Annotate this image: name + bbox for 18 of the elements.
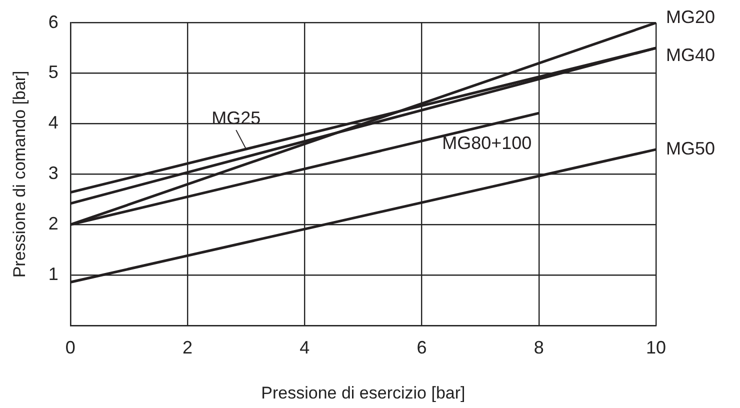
y-axis-title: Pressione di comando [bar] [10,70,29,278]
y-tick-label: 4 [48,112,58,133]
x-tick-label: 10 [646,338,666,358]
x-tick-label: 4 [300,338,310,358]
y-tick-label: 2 [48,214,58,234]
y-tick-label: 3 [48,163,58,184]
x-tick-label: 6 [416,338,427,358]
series-label: MG40 [666,45,716,65]
x-tick-label: 2 [182,338,193,358]
y-tick-label: 6 [48,12,58,32]
series-label: MG20 [666,6,716,27]
x-axis-title: Pressione di esercizio [bar] [261,383,466,402]
series-label: MG50 [666,138,716,158]
y-tick-label: 5 [48,62,58,82]
series-label: MG80+100 [442,133,532,154]
y-tick-label: 1 [48,264,58,284]
x-tick-label: 8 [534,338,544,358]
x-tick-label: 0 [65,338,76,358]
